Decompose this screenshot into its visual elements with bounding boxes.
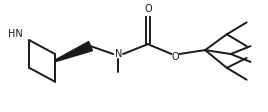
Polygon shape	[55, 42, 92, 62]
Text: O: O	[172, 52, 179, 62]
Text: O: O	[144, 4, 152, 14]
Text: N: N	[114, 49, 122, 59]
Text: HN: HN	[8, 29, 23, 39]
